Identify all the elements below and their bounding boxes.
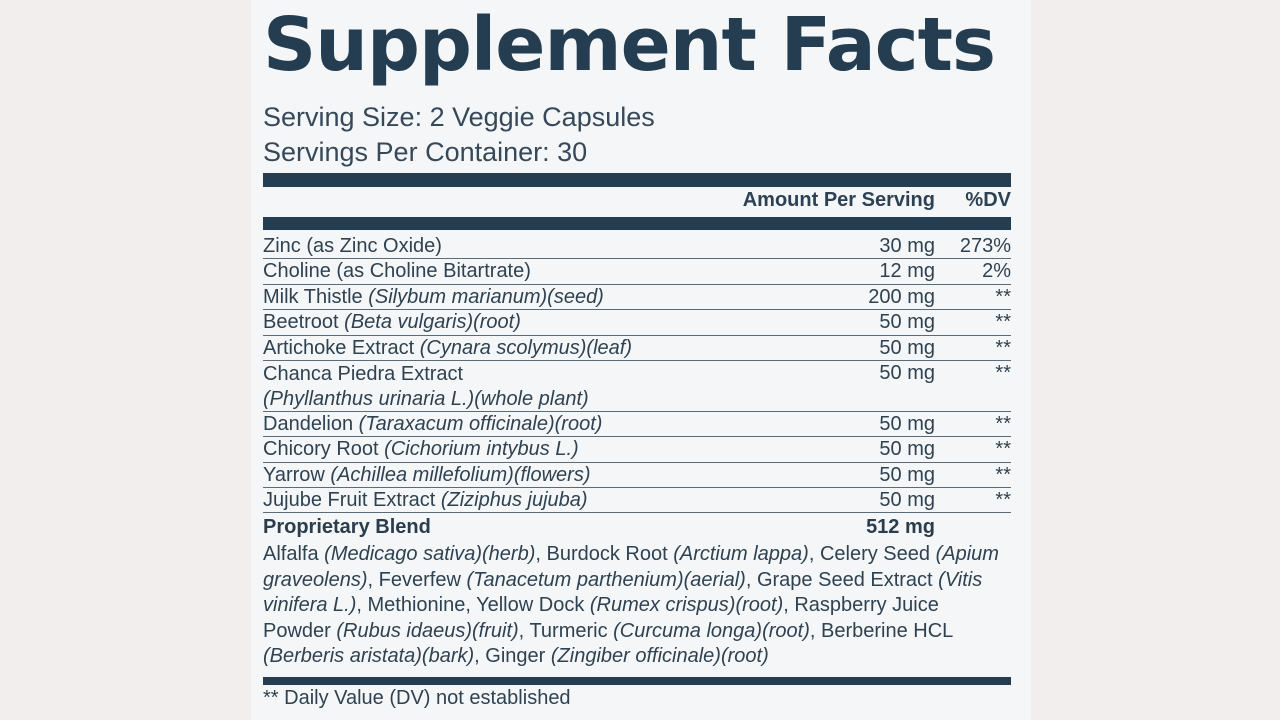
ingredient-amount: 50 mg <box>879 362 935 384</box>
blend-ingredient-name: Yellow Dock <box>476 594 590 617</box>
ingredient-name: Chicory Root (Cichorium intybus L.) <box>263 438 579 461</box>
blend-ingredient-name: Raspberry Juice Powder <box>263 594 939 642</box>
ingredient-amount: 200 mg <box>868 285 935 308</box>
blend-ingredient-latin-name: (Rumex crispus)(root) <box>589 594 784 617</box>
ingredient-common-name: Zinc (as Zinc Oxide) <box>263 235 442 257</box>
ingredient-daily-value: 273% <box>959 235 1011 257</box>
ingredient-daily-value: ** <box>995 311 1011 334</box>
proprietary-blend-ingredients: Alfalfa (Medicago sativa)(herb), Burdock… <box>263 543 999 668</box>
ingredient-daily-value: ** <box>995 412 1011 435</box>
blend-ingredient-latin-name: (Vitis vinifera L.) <box>263 568 983 617</box>
ingredient-latin-name: (Beta vulgaris) <box>344 311 474 334</box>
ingredient-latin-name: (Silybum marianum) <box>368 285 548 308</box>
blend-ingredient-name: Alfalfa <box>263 543 325 566</box>
ingredient-daily-value: ** <box>995 489 1011 511</box>
ingredient-latin-name: (Ziziphus jujuba) <box>440 489 588 511</box>
ingredient-plant-part: (root) <box>554 412 603 435</box>
row-divider <box>263 309 1011 311</box>
row-divider <box>263 283 1011 285</box>
ingredient-amount: 50 mg <box>879 438 935 461</box>
ingredient-name: Chanca Piedra Extract (Phyllanthus urinar… <box>263 362 589 413</box>
blend-ingredient-name: Grape Seed Extract <box>756 568 939 591</box>
servings-per-container: Servings Per Container: 30 <box>263 137 588 167</box>
ingredient-latin-name: (Cynara scolymus) <box>419 336 587 359</box>
blend-ingredient-latin-name: (Rubus idaeus)(fruit) <box>336 619 519 642</box>
row-divider <box>263 461 1011 463</box>
ingredient-name: Jujube Fruit Extract (Ziziphus jujuba) <box>263 489 588 512</box>
ingredient-plant-part: (flowers) <box>513 463 591 486</box>
ingredient-common-name: Dandelion <box>263 412 359 435</box>
blend-ingredient-name: Feverfew <box>378 568 467 591</box>
blend-ingredient-latin-name: (Apium graveolens) <box>263 543 999 591</box>
row-divider <box>263 258 1011 260</box>
ingredient-name: Yarrow (Achillea millefolium)(flowers) <box>263 464 590 487</box>
blend-ingredient-name: Burdock Root <box>546 543 674 566</box>
ingredient-daily-value: ** <box>995 285 1011 308</box>
ingredient-common-name: Chicory Root <box>263 438 385 461</box>
blend-ingredient-latin-name: (Tanacetum parthenium)(aerial) <box>466 568 746 591</box>
ingredient-amount: 50 mg <box>879 463 935 486</box>
ingredient-latin-name: (Taraxacum officinale) <box>358 412 555 435</box>
row-divider <box>263 487 1011 488</box>
blend-ingredient-latin-name: (Zingiber officinale)(root) <box>550 645 769 668</box>
row-divider <box>263 334 1011 336</box>
blend-ingredient-latin-name: (Curcuma longa)(root) <box>613 619 810 642</box>
ingredient-amount: 30 mg <box>879 235 935 257</box>
blend-ingredient-latin-name: (Medicago sativa)(herb) <box>324 543 536 566</box>
ingredient-amount: 50 mg <box>879 311 935 334</box>
ingredient-common-name: Beetroot <box>263 311 345 334</box>
row-divider <box>263 436 1011 438</box>
ingredient-name: Dandelion (Taraxacum officinale)(root) <box>263 413 602 436</box>
ingredient-plant-part: (root) <box>473 311 521 334</box>
ingredient-amount: 50 mg <box>879 489 935 511</box>
blend-ingredient-latin-name: (Berberis aristata)(bark) <box>263 645 475 668</box>
blend-ingredient-name: Berberine HCL <box>821 619 953 642</box>
blend-ingredient-name: Ginger <box>485 645 551 668</box>
blend-ingredient-name: Celery Seed <box>819 543 936 566</box>
blend-ingredient-name: Methionine <box>367 594 466 617</box>
blend-ingredient-name: Turmeric <box>529 619 614 642</box>
ingredient-common-name: Jujube Fruit Extract <box>263 489 441 511</box>
ingredient-plant-part: (leaf) <box>586 336 632 359</box>
ingredient-name: Beetroot (Beta vulgaris)(root) <box>263 311 521 334</box>
ingredient-daily-value: 2% <box>982 260 1011 283</box>
ingredient-daily-value: ** <box>995 438 1011 461</box>
ingredient-common-name: Choline (as Choline Bitartrate) <box>263 260 531 283</box>
ingredient-latin-name: (Cichorium intybus L.) <box>384 438 579 461</box>
thick-divider-top <box>263 173 1011 187</box>
amount-per-serving-header: Amount Per Serving <box>742 189 935 211</box>
ingredient-name: Artichoke Extract (Cynara scolymus)(leaf… <box>263 337 632 360</box>
ingredient-amount: 12 mg <box>879 260 935 283</box>
footnote: ** Daily Value (DV) not established <box>263 687 571 709</box>
blend-ingredient-latin-name: (Arctium lappa) <box>673 543 809 566</box>
ingredient-daily-value: ** <box>995 362 1011 384</box>
ingredient-name: Milk Thistle (Silybum marianum)(seed) <box>263 286 604 309</box>
ingredient-latin-name: (Phyllanthus urinaria L.)(whole plant) <box>263 388 589 411</box>
dv-header: %DV <box>965 189 1011 211</box>
row-divider <box>263 410 1011 412</box>
thick-divider-header <box>263 217 1011 230</box>
ingredient-name: Choline (as Choline Bitartrate) <box>263 260 531 283</box>
ingredient-amount: 50 mg <box>879 336 935 359</box>
row-divider <box>263 512 1011 514</box>
ingredient-latin-name: (Achillea millefolium) <box>330 463 514 486</box>
ingredient-common-name: Artichoke Extract <box>263 336 420 359</box>
ingredient-common-name: Milk Thistle <box>263 285 369 308</box>
ingredient-daily-value: ** <box>995 336 1011 359</box>
ingredient-daily-value: ** <box>995 463 1011 486</box>
ingredient-common-name: Yarrow <box>263 463 331 486</box>
ingredient-name: Zinc (as Zinc Oxide) <box>263 235 442 258</box>
proprietary-blend-name: Proprietary Blend <box>263 516 431 539</box>
serving-size: Serving Size: 2 Veggie Capsules <box>263 102 655 132</box>
ingredient-common-name: Chanca Piedra Extract <box>263 363 464 385</box>
row-divider <box>263 360 1011 361</box>
label-title: Supplement Facts <box>263 2 996 88</box>
ingredient-amount: 50 mg <box>879 412 935 435</box>
proprietary-blend-amount: 512 mg <box>866 516 935 539</box>
thick-divider-bottom <box>263 677 1011 685</box>
ingredient-plant-part: (seed) <box>547 285 604 308</box>
